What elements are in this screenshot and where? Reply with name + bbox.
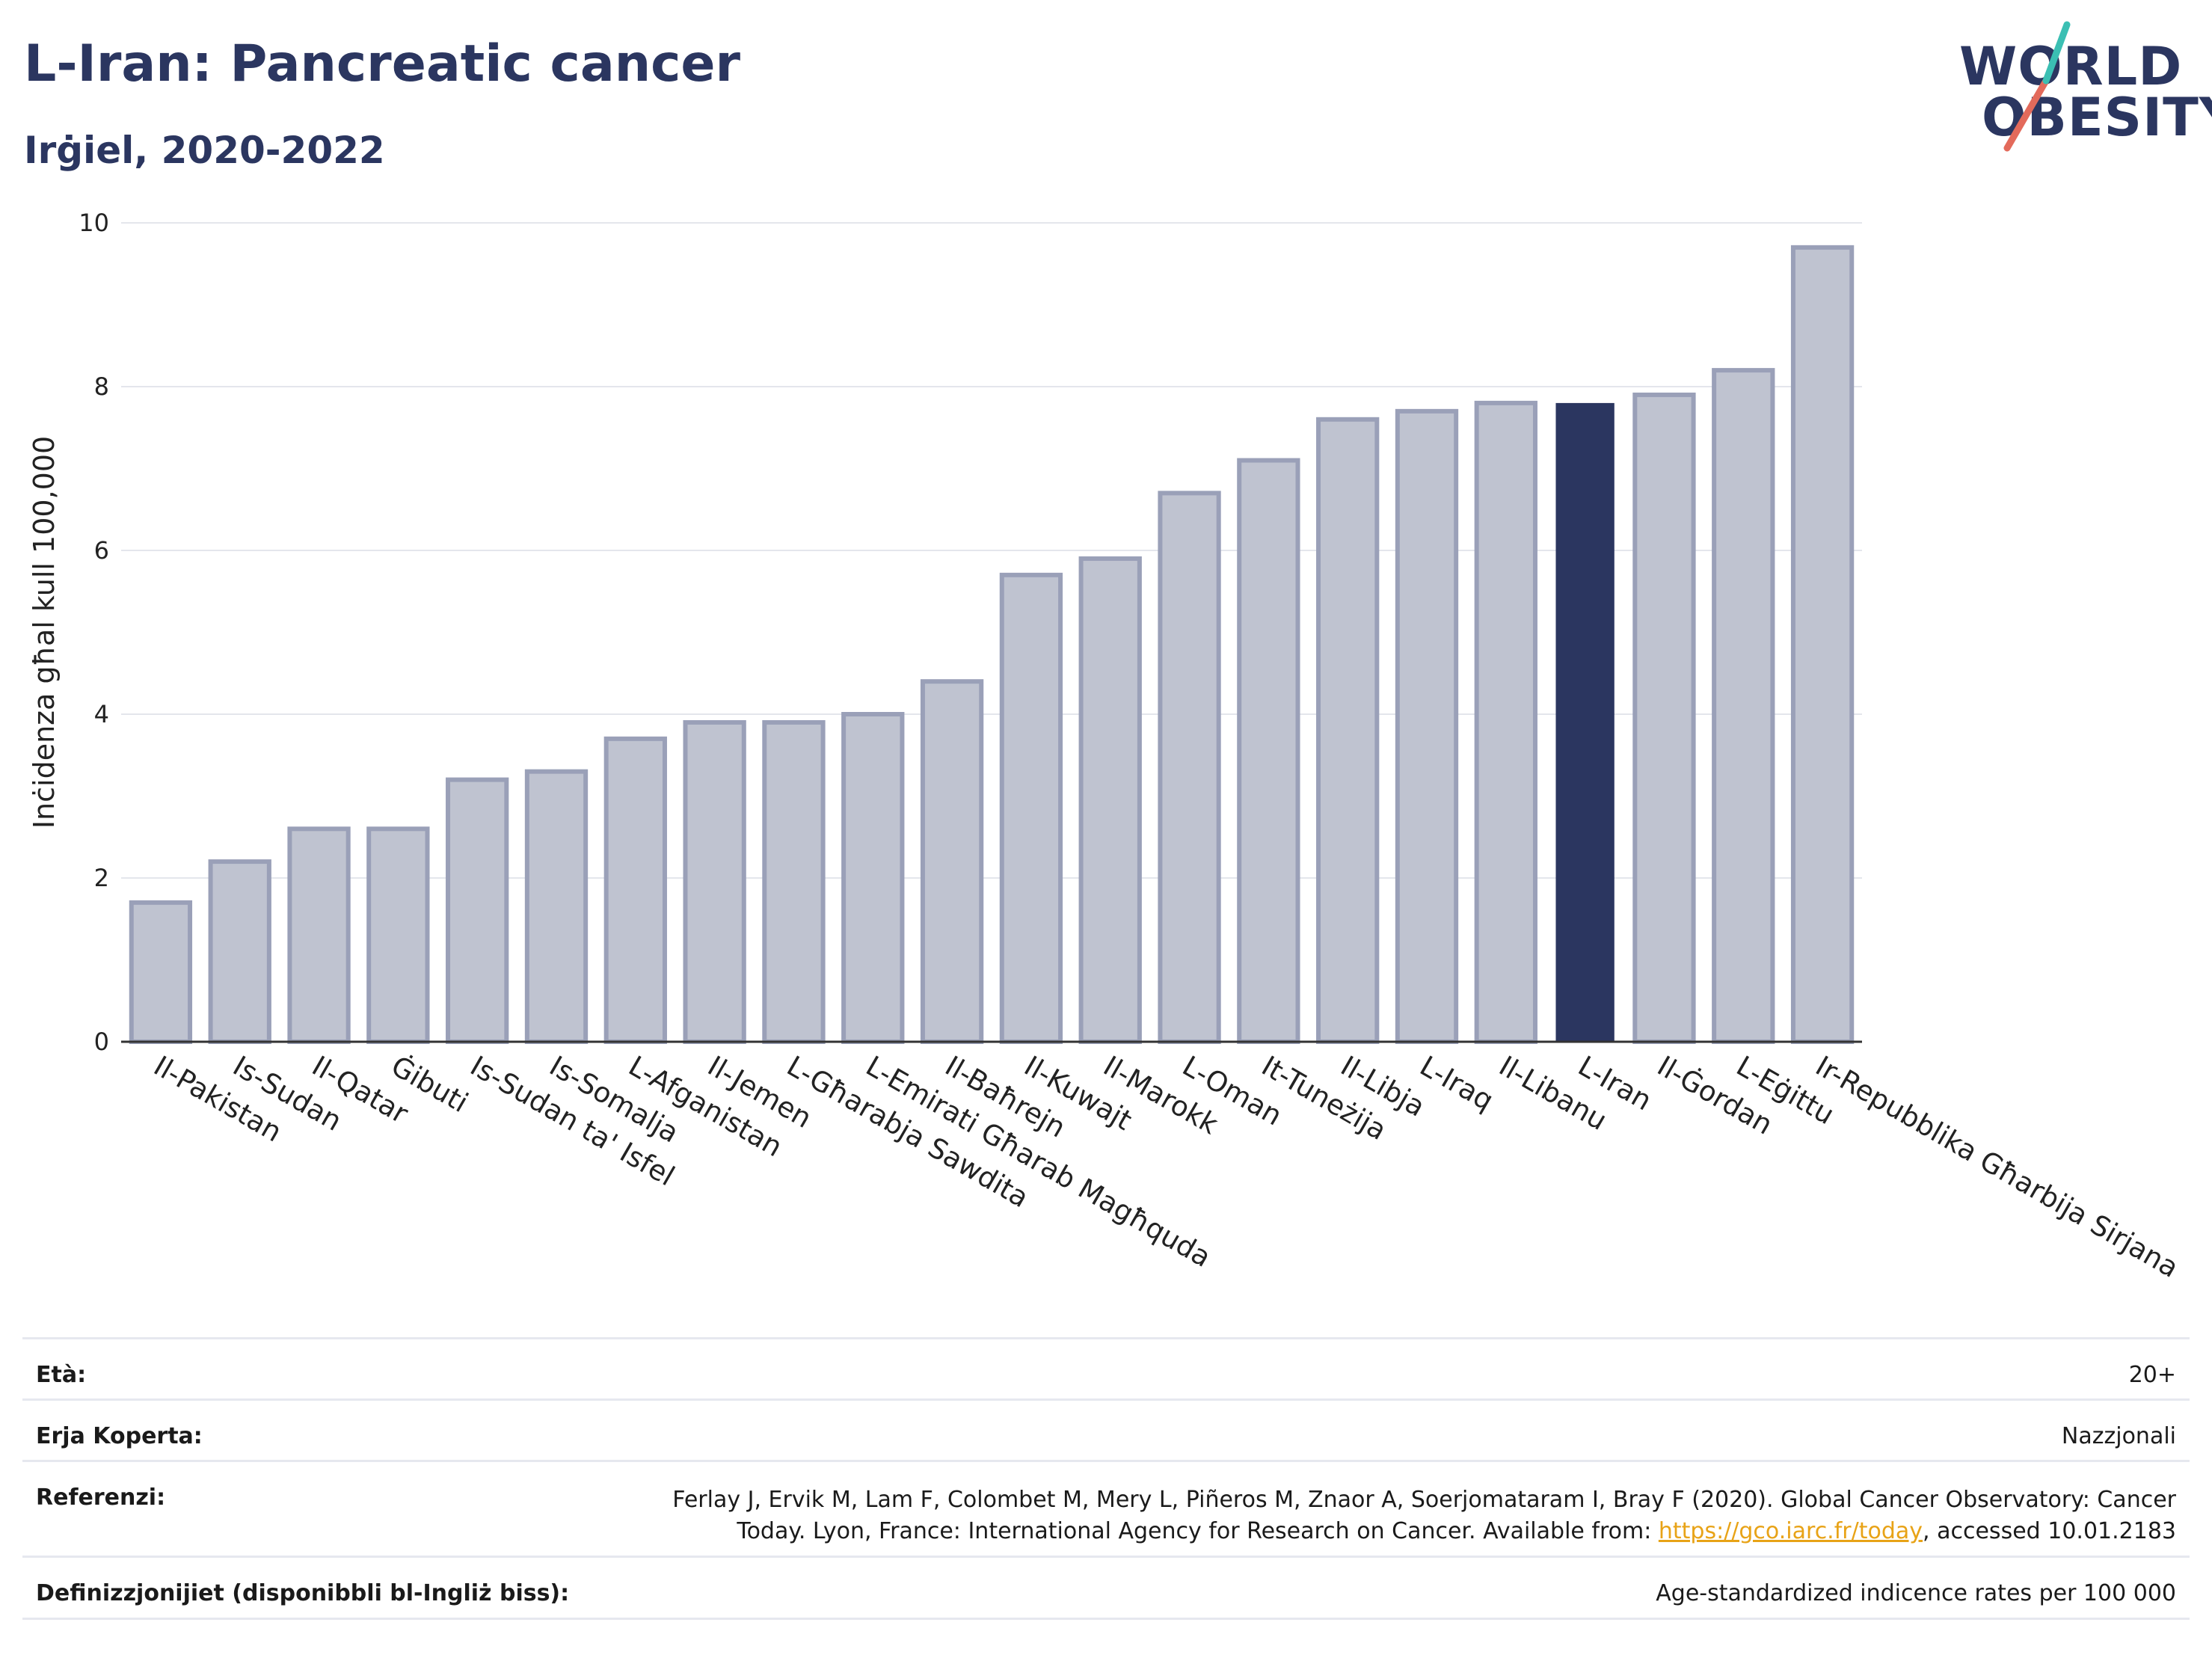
age-value: 20+ bbox=[2128, 1362, 2176, 1388]
y-tick-label: 4 bbox=[94, 700, 109, 728]
bar bbox=[1078, 556, 1142, 1044]
area-label: Erja Koperta: bbox=[36, 1423, 203, 1449]
bar bbox=[1158, 491, 1221, 1044]
bar bbox=[1632, 392, 1696, 1044]
bar bbox=[129, 900, 193, 1044]
page-title: L-Iran: Pancreatic cancer bbox=[24, 34, 741, 93]
definitions-label: Definizzjonijiet (disponibbli bl-Ingliż … bbox=[36, 1580, 570, 1606]
y-tick-label: 8 bbox=[94, 372, 109, 401]
bar bbox=[1316, 417, 1380, 1044]
reference-line-2-start: Today. Lyon, France: International Agenc… bbox=[737, 1518, 1659, 1544]
logo-line2: OBESITY bbox=[1982, 87, 2212, 148]
bar bbox=[1395, 408, 1459, 1044]
meta-row-area: Erja Koperta: Nazzjonali bbox=[22, 1398, 2190, 1461]
page-subtitle: Irġiel, 2020-2022 bbox=[24, 129, 385, 172]
bar bbox=[1712, 368, 1775, 1045]
y-tick-label: 10 bbox=[79, 209, 109, 237]
reference-label: Referenzi: bbox=[36, 1484, 166, 1511]
bar bbox=[446, 777, 509, 1044]
bar bbox=[920, 679, 984, 1044]
reference-link[interactable]: https://gco.iarc.fr/today bbox=[1658, 1518, 1923, 1544]
reference-value: Ferlay J, Ervik M, Lam F, Colombet M, Me… bbox=[672, 1484, 2176, 1547]
bar bbox=[1237, 458, 1300, 1044]
reference-line-2: Today. Lyon, France: International Agenc… bbox=[672, 1516, 2176, 1547]
y-axis-label: Inċidenza għal kull 100,000 bbox=[28, 436, 61, 829]
x-tick-label: Ir-Repubblika Għarbija Sirjana bbox=[1810, 1050, 2184, 1284]
bar bbox=[762, 719, 826, 1044]
y-tick-label: 2 bbox=[94, 864, 109, 892]
meta-row-definitions: Definizzjonijiet (disponibbli bl-Ingliż … bbox=[22, 1556, 2190, 1620]
bar bbox=[603, 736, 667, 1044]
logo-line1: WORLD bbox=[1959, 36, 2183, 97]
logo-slash-icon bbox=[2003, 21, 2071, 152]
bar bbox=[1474, 400, 1537, 1044]
bar bbox=[524, 769, 589, 1045]
x-tick-label: L-Iraq bbox=[1415, 1050, 1499, 1117]
bar bbox=[208, 859, 271, 1044]
y-tick-label: 0 bbox=[94, 1028, 109, 1056]
bar bbox=[841, 712, 905, 1044]
world-obesity-logo: WORLD OBESITY bbox=[1952, 21, 2212, 156]
area-value: Nazzjonali bbox=[2061, 1423, 2176, 1449]
y-tick-label: 6 bbox=[94, 536, 109, 565]
age-label: Età: bbox=[36, 1362, 87, 1388]
reference-line-2-end: , accessed 10.01.2183 bbox=[1923, 1518, 2176, 1544]
bar bbox=[287, 826, 351, 1045]
definitions-value: Age-standardized indicence rates per 100… bbox=[1656, 1580, 2176, 1606]
bar bbox=[683, 719, 746, 1044]
meta-row-age: Età: 20+ bbox=[22, 1337, 2190, 1399]
bar bbox=[999, 572, 1063, 1044]
bar bbox=[1790, 245, 1855, 1045]
reference-line-1: Ferlay J, Ervik M, Lam F, Colombet M, Me… bbox=[672, 1487, 2176, 1513]
bar bbox=[1555, 402, 1615, 1042]
meta-row-reference: Referenzi: Ferlay J, Ervik M, Lam F, Col… bbox=[22, 1460, 2190, 1556]
bar bbox=[366, 826, 430, 1045]
